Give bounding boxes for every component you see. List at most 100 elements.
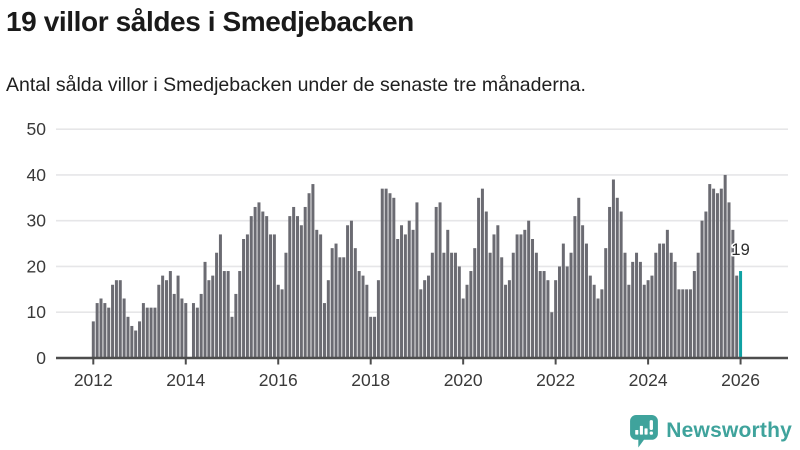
bar	[511, 252, 515, 358]
bar	[326, 280, 330, 358]
bar	[446, 229, 450, 358]
bar	[230, 316, 234, 358]
bar	[557, 266, 561, 358]
bar	[349, 220, 353, 358]
bar	[719, 188, 723, 358]
bar	[619, 211, 623, 358]
bar	[392, 197, 396, 358]
bar	[95, 303, 99, 358]
bar	[642, 284, 646, 358]
bar	[484, 211, 488, 358]
logo-bars-and-exclamation	[635, 419, 654, 435]
bar	[527, 220, 531, 358]
bar	[477, 197, 481, 358]
bar	[658, 243, 662, 358]
bar	[342, 257, 346, 358]
bar	[473, 248, 477, 358]
bar	[138, 321, 142, 358]
bar	[249, 216, 253, 358]
bar	[400, 225, 404, 358]
bar	[592, 284, 596, 358]
bar	[165, 280, 168, 358]
last-value-label: 19	[731, 241, 749, 259]
bar	[280, 289, 284, 358]
bar	[276, 284, 280, 358]
y-tick-label: 50	[27, 119, 47, 139]
bar	[272, 234, 276, 358]
bar	[685, 289, 689, 358]
bar	[650, 275, 654, 358]
bar	[292, 206, 296, 358]
bar	[604, 248, 608, 358]
bar	[581, 225, 585, 358]
bar	[588, 275, 592, 358]
bar	[388, 193, 392, 358]
bar	[488, 252, 492, 358]
bar	[423, 280, 427, 358]
bar	[696, 252, 700, 358]
bar	[226, 271, 230, 358]
bar	[515, 234, 519, 358]
bar	[296, 216, 299, 358]
bar	[569, 252, 573, 358]
bar	[234, 293, 238, 358]
bar	[153, 307, 157, 358]
bar	[600, 289, 604, 358]
bar	[353, 248, 357, 358]
bar	[284, 252, 288, 358]
bar	[134, 330, 138, 358]
bar	[195, 307, 199, 358]
bar	[430, 252, 434, 358]
bar	[322, 303, 326, 358]
x-tick-label: 2016	[259, 370, 298, 390]
bar	[265, 216, 269, 358]
logo-bubble	[630, 414, 659, 447]
y-tick-label: 40	[27, 165, 47, 185]
bar	[184, 303, 188, 358]
bar	[211, 275, 215, 358]
bar	[735, 275, 739, 358]
x-tick-label: 2012	[74, 370, 113, 390]
highlighted-bar	[739, 271, 743, 358]
bar	[681, 289, 685, 358]
bar	[346, 225, 350, 358]
bar	[145, 307, 149, 358]
bar	[122, 298, 126, 358]
bar	[673, 261, 677, 358]
bar	[176, 275, 180, 358]
bar	[546, 280, 550, 358]
bar	[407, 220, 411, 358]
chart-svg: 0 10 20 30 40 50 2012 2014 2016 2018 2020 2022 2024 2…	[27, 119, 788, 390]
bar	[373, 316, 377, 358]
bar	[461, 298, 465, 358]
bar	[438, 202, 442, 358]
bar	[319, 234, 323, 358]
bar	[91, 321, 95, 358]
x-tick-label: 2024	[629, 370, 668, 390]
brand-name: Newsworthy	[666, 419, 792, 442]
bar	[638, 261, 642, 358]
bar	[114, 280, 118, 358]
bar	[315, 229, 319, 358]
bar	[199, 293, 203, 358]
bar	[677, 289, 681, 358]
bar	[311, 184, 315, 358]
bar	[245, 234, 249, 358]
bar	[708, 184, 712, 358]
bar	[222, 271, 226, 358]
bar	[715, 193, 719, 358]
bar	[218, 234, 222, 358]
bar	[615, 197, 619, 358]
bar	[411, 229, 415, 358]
bar	[731, 229, 735, 358]
bar	[453, 252, 457, 358]
bar	[161, 275, 165, 358]
bar	[688, 289, 692, 358]
bar	[126, 316, 130, 358]
bar	[419, 289, 423, 358]
bar	[242, 239, 246, 358]
brand-footer: Newsworthy	[630, 413, 792, 449]
bar	[507, 280, 511, 358]
x-tick-label: 2014	[166, 370, 205, 390]
